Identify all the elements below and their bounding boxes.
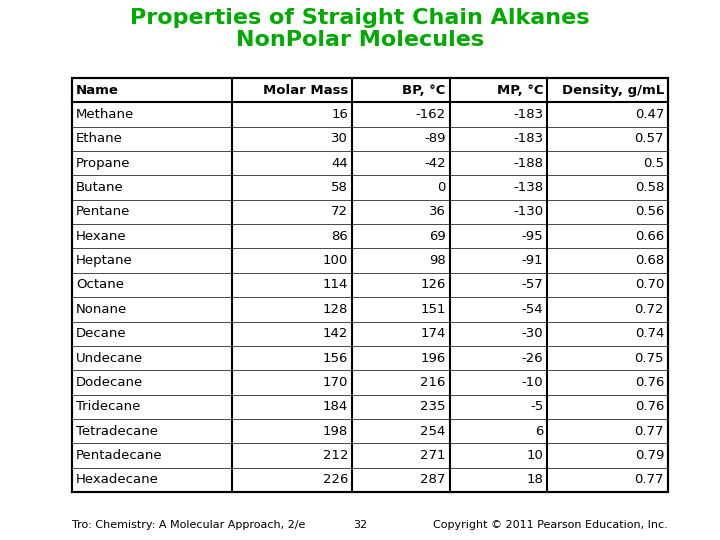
Text: 126: 126	[420, 279, 446, 292]
Text: Undecane: Undecane	[76, 352, 143, 365]
Text: 151: 151	[420, 303, 446, 316]
Text: 216: 216	[420, 376, 446, 389]
Text: 0.57: 0.57	[634, 132, 664, 145]
Text: Dodecane: Dodecane	[76, 376, 143, 389]
Text: 254: 254	[420, 424, 446, 437]
Text: 0.68: 0.68	[635, 254, 664, 267]
Text: Density, g/mL: Density, g/mL	[562, 84, 664, 97]
Text: Molar Mass: Molar Mass	[263, 84, 348, 97]
Text: -54: -54	[522, 303, 544, 316]
Text: -30: -30	[522, 327, 544, 340]
Text: 235: 235	[420, 400, 446, 413]
Text: 32: 32	[353, 520, 367, 530]
Text: 212: 212	[323, 449, 348, 462]
Text: 0.77: 0.77	[634, 424, 664, 437]
Text: -26: -26	[522, 352, 544, 365]
Text: Heptane: Heptane	[76, 254, 132, 267]
Text: 0.75: 0.75	[634, 352, 664, 365]
Text: 0: 0	[438, 181, 446, 194]
Text: -57: -57	[522, 279, 544, 292]
Text: 196: 196	[420, 352, 446, 365]
Text: 0.58: 0.58	[634, 181, 664, 194]
Text: 114: 114	[323, 279, 348, 292]
Text: 226: 226	[323, 474, 348, 487]
Text: 30: 30	[331, 132, 348, 145]
Text: 100: 100	[323, 254, 348, 267]
Text: Pentane: Pentane	[76, 205, 130, 219]
Text: -183: -183	[513, 108, 544, 121]
Text: 0.47: 0.47	[634, 108, 664, 121]
Text: 0.72: 0.72	[634, 303, 664, 316]
Text: Octane: Octane	[76, 279, 124, 292]
Text: Tro: Chemistry: A Molecular Approach, 2/e: Tro: Chemistry: A Molecular Approach, 2/…	[72, 520, 305, 530]
Text: -130: -130	[513, 205, 544, 219]
Text: 0.76: 0.76	[634, 376, 664, 389]
Text: -42: -42	[424, 157, 446, 170]
Text: Methane: Methane	[76, 108, 134, 121]
Text: -138: -138	[513, 181, 544, 194]
Text: 18: 18	[526, 474, 544, 487]
Text: 271: 271	[420, 449, 446, 462]
Text: -91: -91	[522, 254, 544, 267]
Text: 0.76: 0.76	[634, 400, 664, 413]
Text: Tridecane: Tridecane	[76, 400, 140, 413]
Text: Name: Name	[76, 84, 119, 97]
Text: 10: 10	[526, 449, 544, 462]
Text: 170: 170	[323, 376, 348, 389]
Text: 0.74: 0.74	[634, 327, 664, 340]
Text: 0.5: 0.5	[643, 157, 664, 170]
Text: Ethane: Ethane	[76, 132, 123, 145]
Text: Propane: Propane	[76, 157, 130, 170]
Text: 6: 6	[535, 424, 544, 437]
Text: Nonane: Nonane	[76, 303, 127, 316]
Text: Tetradecane: Tetradecane	[76, 424, 158, 437]
Text: -10: -10	[522, 376, 544, 389]
Text: 0.70: 0.70	[634, 279, 664, 292]
Text: Decane: Decane	[76, 327, 127, 340]
Text: 0.79: 0.79	[634, 449, 664, 462]
Text: -89: -89	[424, 132, 446, 145]
Text: 72: 72	[331, 205, 348, 219]
Text: 0.66: 0.66	[635, 230, 664, 243]
Text: 174: 174	[420, 327, 446, 340]
Text: Pentadecane: Pentadecane	[76, 449, 163, 462]
Text: -5: -5	[530, 400, 544, 413]
Text: 128: 128	[323, 303, 348, 316]
Text: 98: 98	[429, 254, 446, 267]
Text: -183: -183	[513, 132, 544, 145]
Text: MP, °C: MP, °C	[497, 84, 544, 97]
Bar	[72, 78, 668, 492]
Text: 142: 142	[323, 327, 348, 340]
Text: Butane: Butane	[76, 181, 124, 194]
Text: 16: 16	[331, 108, 348, 121]
Text: 287: 287	[420, 474, 446, 487]
Text: 0.56: 0.56	[634, 205, 664, 219]
Text: -162: -162	[415, 108, 446, 121]
Text: 198: 198	[323, 424, 348, 437]
Text: 69: 69	[429, 230, 446, 243]
Text: Hexane: Hexane	[76, 230, 127, 243]
Text: BP, °C: BP, °C	[402, 84, 446, 97]
Text: -188: -188	[513, 157, 544, 170]
Text: Properties of Straight Chain Alkanes
NonPolar Molecules: Properties of Straight Chain Alkanes Non…	[130, 8, 590, 50]
Text: -95: -95	[522, 230, 544, 243]
Text: 184: 184	[323, 400, 348, 413]
Text: 58: 58	[331, 181, 348, 194]
Text: 0.77: 0.77	[634, 474, 664, 487]
Text: 86: 86	[331, 230, 348, 243]
Text: 156: 156	[323, 352, 348, 365]
Text: 44: 44	[331, 157, 348, 170]
Text: Hexadecane: Hexadecane	[76, 474, 159, 487]
Text: 36: 36	[429, 205, 446, 219]
Text: Copyright © 2011 Pearson Education, Inc.: Copyright © 2011 Pearson Education, Inc.	[433, 520, 668, 530]
